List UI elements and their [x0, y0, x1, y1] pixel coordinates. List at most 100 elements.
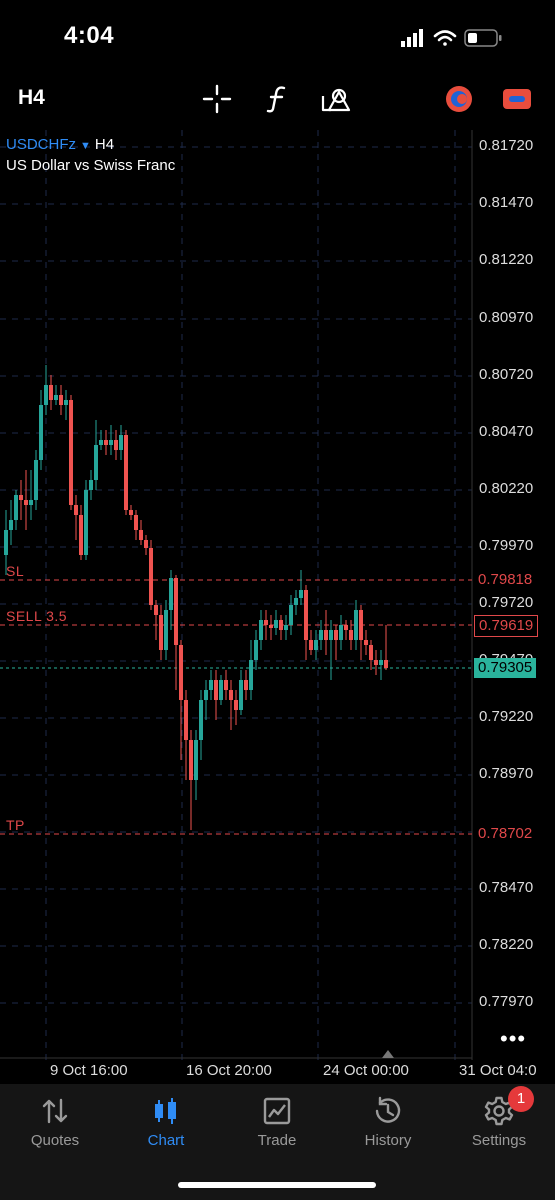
sell-order-label[interactable]: SELL 3.5 [6, 608, 68, 624]
account-icon[interactable] [442, 82, 476, 116]
symbol-description: US Dollar vs Swiss Franc [6, 157, 176, 174]
candle-body [129, 510, 133, 515]
sl-price: 0.79818 [478, 571, 533, 588]
candle-body [29, 500, 33, 505]
symbol-timeframe: H4 [94, 136, 115, 153]
symbol-header[interactable]: USDCHFz ▼ H4 [6, 136, 114, 153]
candle-body [199, 700, 203, 740]
candle-body [39, 405, 43, 460]
candle-body [14, 495, 18, 520]
price-tick: 0.80720 [479, 366, 534, 383]
tab-trade[interactable]: Trade [227, 1094, 327, 1149]
candle-body [374, 660, 378, 665]
candle-body [239, 680, 243, 710]
candle-body [54, 395, 58, 400]
candle-body [254, 640, 258, 660]
candle-body [69, 400, 73, 505]
symbol-dropdown-icon[interactable]: ▼ [80, 140, 91, 152]
candle-body [279, 620, 283, 630]
candle-body [214, 680, 218, 700]
settings-gear-icon [449, 1094, 549, 1128]
price-tick: 0.79720 [479, 594, 534, 611]
candle-body [134, 515, 138, 530]
candle-body [194, 740, 198, 780]
history-icon [338, 1094, 438, 1128]
home-indicator [178, 1182, 376, 1188]
tab-history[interactable]: History [338, 1094, 438, 1149]
candle-body [384, 660, 388, 668]
tp-label[interactable]: TP [6, 817, 25, 833]
candle-body [269, 625, 273, 628]
price-chart[interactable] [0, 130, 555, 1060]
chart-icon [116, 1094, 216, 1128]
candle-body [64, 400, 68, 405]
candle-body [249, 660, 253, 690]
candle-body [184, 700, 188, 740]
tab-label: History [364, 1132, 412, 1149]
candle-body [84, 490, 88, 555]
candle-body [209, 680, 213, 690]
chart-canvas[interactable] [0, 130, 555, 1060]
candle-body [89, 480, 93, 490]
time-tick: 9 Oct 16:00 [50, 1062, 128, 1079]
candle-body [174, 578, 178, 645]
tab-label: Chart [147, 1132, 185, 1149]
tp-price: 0.78702 [478, 825, 533, 842]
candle-body [139, 530, 143, 540]
candle-body [354, 610, 358, 640]
status-icons [401, 29, 502, 47]
status-bar: 4:04 [0, 0, 555, 72]
price-tick: 0.78970 [479, 765, 534, 782]
notification-badge: 1 [508, 1086, 534, 1112]
function-icon[interactable] [261, 82, 295, 116]
tab-chart[interactable]: Chart [116, 1094, 216, 1149]
candle-body [329, 630, 333, 640]
candle-body [344, 625, 348, 630]
price-tick: 0.78220 [479, 936, 534, 953]
candle-body [309, 640, 313, 650]
time-tick: 16 Oct 20:00 [186, 1062, 272, 1079]
sell-price-box: 0.79619 [474, 615, 539, 637]
signal-icon [401, 29, 423, 47]
candle-body [259, 620, 263, 640]
symbol-name[interactable]: USDCHFz [6, 136, 76, 153]
candle-body [124, 435, 128, 510]
price-tick: 0.78470 [479, 879, 534, 896]
price-tick: 0.80970 [479, 309, 534, 326]
candle-body [274, 620, 278, 628]
candle-body [349, 630, 353, 640]
timeframe-button[interactable]: H4 [18, 86, 45, 109]
tab-label: Trade [257, 1132, 297, 1149]
candle-body [24, 500, 28, 505]
trade-icon[interactable] [500, 82, 534, 116]
objects-icon[interactable] [318, 82, 352, 116]
candle-body [319, 630, 323, 640]
sl-label[interactable]: SL [6, 563, 25, 579]
candle-body [284, 625, 288, 630]
candle-body [109, 440, 113, 445]
candle-body [244, 680, 248, 690]
candle-body [304, 590, 308, 640]
candle-body [49, 385, 53, 400]
candle-body [159, 615, 163, 650]
price-tick: 0.79970 [479, 537, 534, 554]
candle-body [359, 610, 363, 640]
price-tick: 0.81470 [479, 194, 534, 211]
tab-quotes[interactable]: Quotes [5, 1094, 105, 1149]
candle-body [99, 440, 103, 445]
candle-body [74, 505, 78, 515]
last-bar-marker [382, 1050, 394, 1058]
candle-body [144, 540, 148, 548]
more-options-icon[interactable]: ••• [500, 1026, 527, 1051]
time-tick: 24 Oct 00:00 [323, 1062, 409, 1079]
tab-label: Settings [471, 1132, 527, 1149]
candle-body [314, 640, 318, 650]
candle-body [294, 598, 298, 605]
tab-label: Quotes [30, 1132, 80, 1149]
candle-body [59, 395, 63, 405]
price-tick: 0.81720 [479, 137, 534, 154]
tab-settings[interactable]: Settings [449, 1094, 549, 1149]
crosshair-icon[interactable] [200, 82, 234, 116]
candle-body [369, 645, 373, 660]
candle-body [229, 690, 233, 700]
